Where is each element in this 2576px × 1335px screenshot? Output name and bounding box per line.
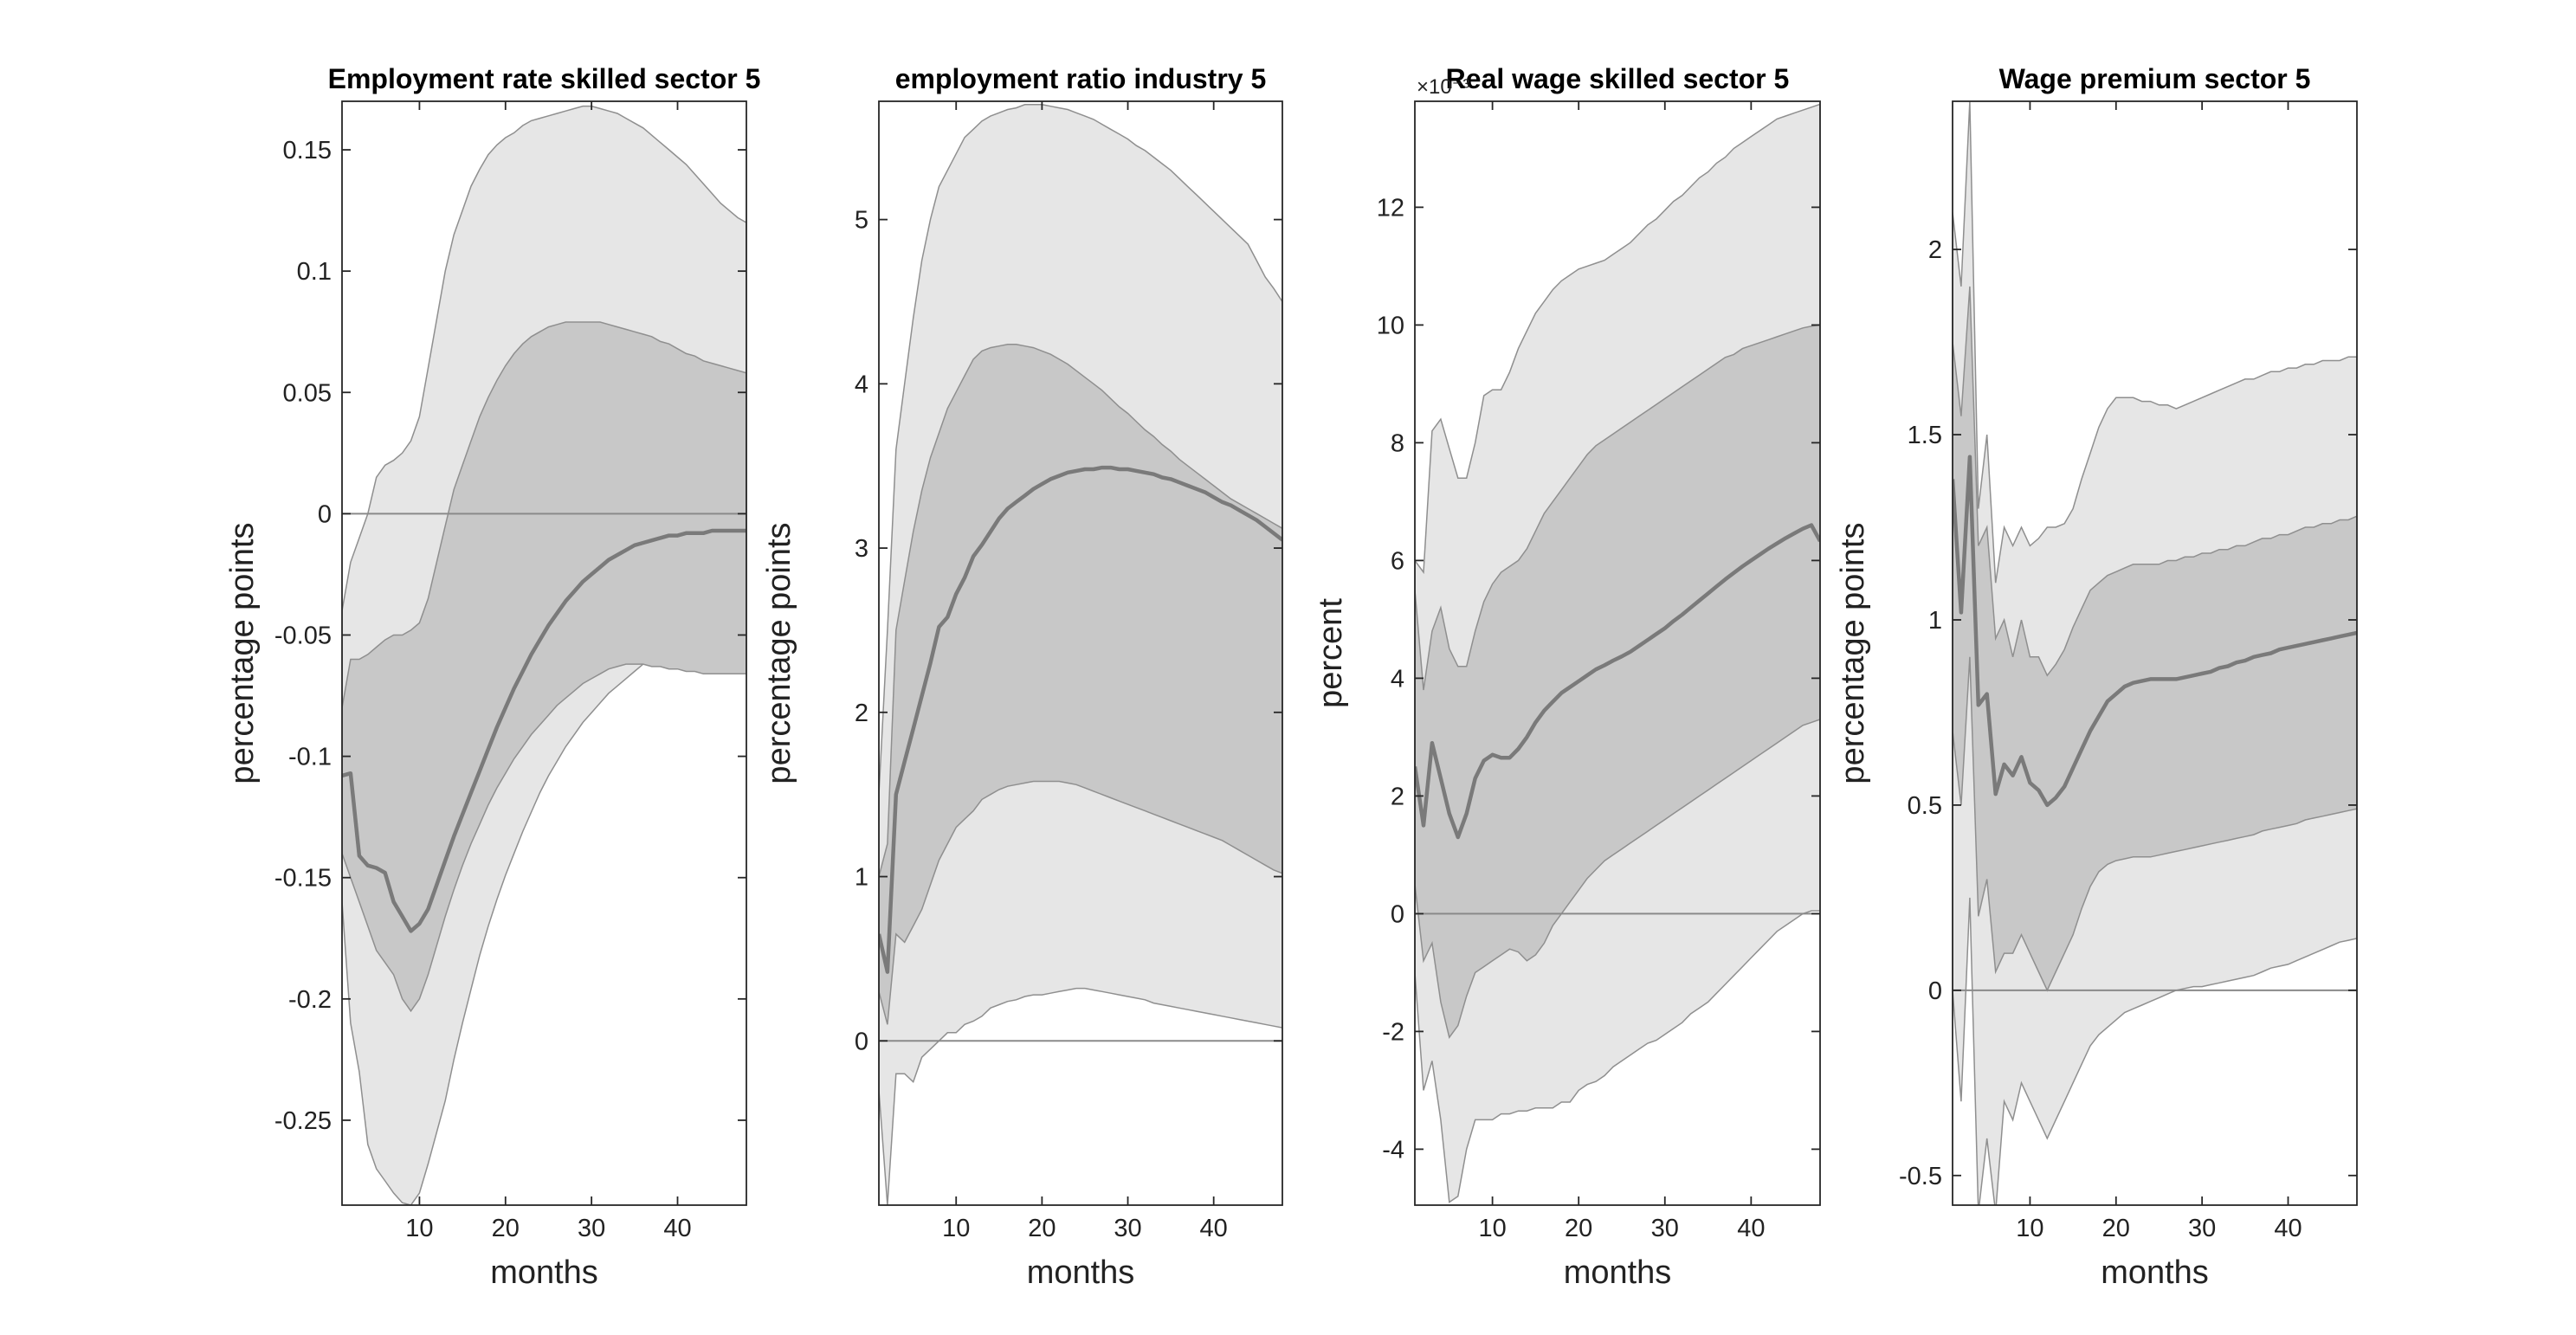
y-tick-label: 0	[855, 1028, 868, 1055]
chart-title: Real wage skilled sector 5	[1446, 63, 1790, 94]
x-axis-label: months	[1564, 1254, 1672, 1291]
y-tick-label: -2	[1382, 1018, 1404, 1046]
y-tick-label: -0.05	[274, 622, 332, 649]
x-tick-label: 30	[1114, 1215, 1141, 1242]
plot-area	[879, 104, 1282, 1205]
y-tick-label: 0.15	[283, 137, 332, 164]
y-exponent-label: ×10⁻³	[1417, 75, 1469, 99]
y-tick-label: 12	[1377, 194, 1404, 222]
impulse-response-line	[342, 528, 746, 933]
y-tick-label: -0.2	[288, 986, 332, 1014]
y-tick-label: -0.5	[1899, 1163, 1942, 1190]
x-tick-label: 40	[1737, 1215, 1765, 1242]
plot-area	[1953, 101, 2357, 1205]
x-tick-label: 20	[1565, 1215, 1592, 1242]
y-tick-label: -0.25	[274, 1107, 332, 1135]
y-tick-label: -0.15	[274, 865, 332, 893]
impulse-response-line	[1953, 455, 2357, 808]
chart-panel-1: 10 20 30 40 -0.25 -0.2 -0.15 -0.1 -0.05 0 0.05 0.1 0…	[224, 63, 760, 1291]
chart-panel-4: 10 20 30 40 -0.5 0 0.5 1 1.5 2 Wage premium sector…	[1835, 63, 2358, 1291]
y-tick-label: 8	[1391, 429, 1404, 457]
x-axis-label: months	[490, 1254, 598, 1291]
inner-confidence-band	[1953, 286, 2357, 992]
x-tick-label: 20	[2102, 1215, 2130, 1242]
y-tick-label: 10	[1377, 312, 1404, 339]
y-tick-label: 0.5	[1908, 792, 1942, 820]
x-tick-label: 40	[1200, 1215, 1228, 1242]
plot-area	[342, 105, 746, 1205]
y-tick-label: 0	[1391, 900, 1404, 928]
y-tick-label: 0.05	[283, 379, 332, 407]
x-tick-label: 20	[492, 1215, 520, 1242]
x-tick-label: 10	[1478, 1215, 1506, 1242]
chart-panel-3: 10 20 30 40 -4 -2 0 2 4 6 8 10 12 Real wage skilled s…	[1313, 63, 1821, 1291]
y-tick-label: 1	[855, 864, 868, 892]
impulse-response-line	[1415, 523, 1820, 840]
y-tick-label: 5	[855, 207, 868, 235]
inner-confidence-band	[1415, 324, 1820, 1039]
y-axis-label: percentage points	[761, 522, 797, 784]
chart-title: employment ratio industry 5	[895, 63, 1267, 94]
inner-confidence-band	[879, 344, 1282, 1025]
x-tick-label: 40	[2274, 1215, 2302, 1242]
y-tick-label: -4	[1382, 1136, 1404, 1164]
x-tick-label: 10	[942, 1215, 970, 1242]
y-tick-label: 1	[1928, 607, 1942, 635]
y-tick-label: 4	[855, 371, 868, 398]
y-tick-label: 6	[1391, 547, 1404, 575]
y-tick-label: 2	[1928, 236, 1942, 264]
y-tick-label: 3	[855, 535, 868, 563]
x-axis-label: months	[2101, 1254, 2209, 1291]
x-tick-label: 30	[1651, 1215, 1679, 1242]
x-tick-label: 40	[663, 1215, 691, 1242]
x-tick-label: 30	[578, 1215, 605, 1242]
axes-box	[878, 100, 1283, 1206]
y-axis-label: percent	[1313, 598, 1349, 708]
x-axis-label: months	[1027, 1254, 1135, 1291]
y-tick-label: -0.1	[288, 744, 332, 771]
axes-box	[1952, 100, 2358, 1206]
x-tick-label: 20	[1028, 1215, 1056, 1242]
y-axis-label: percentage points	[1835, 522, 1871, 784]
y-tick-label: 1.5	[1908, 422, 1942, 449]
x-tick-label: 10	[405, 1215, 433, 1242]
x-tick-label: 30	[2188, 1215, 2216, 1242]
axes-box	[1414, 100, 1821, 1206]
chart-title: Employment rate skilled sector 5	[328, 63, 761, 94]
chart-panel-2: 10 20 30 40 0 1 2 3 4 5 employment ratio industry …	[761, 63, 1283, 1291]
y-tick-label: 0	[318, 500, 332, 528]
y-tick-label: 0.1	[297, 258, 332, 286]
chart-title: Wage premium sector 5	[1999, 63, 2311, 94]
impulse-response-line	[879, 465, 1282, 974]
y-tick-label: 2	[855, 700, 868, 727]
y-tick-label: 0	[1928, 977, 1942, 1005]
inner-confidence-band	[342, 321, 746, 1013]
y-axis-label: percentage points	[224, 522, 261, 784]
y-tick-label: 2	[1391, 783, 1404, 810]
x-tick-label: 10	[2016, 1215, 2043, 1242]
axes-box	[341, 100, 747, 1206]
y-tick-label: 4	[1391, 665, 1404, 693]
plot-area	[1415, 103, 1820, 1203]
